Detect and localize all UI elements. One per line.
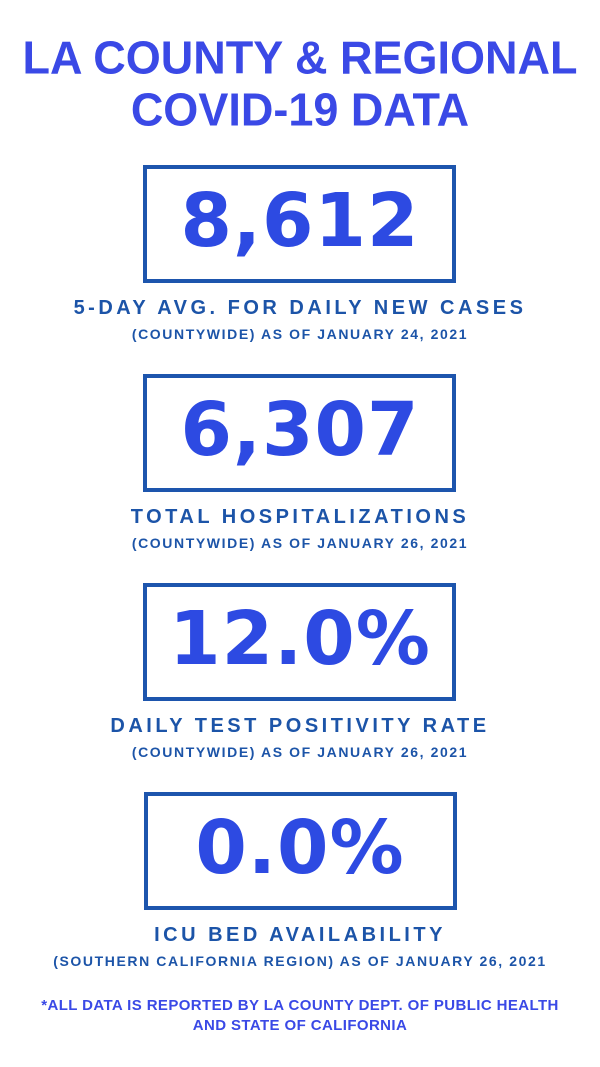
stat-card-icu-bed-availability: 0.0% ICU BED AVAILABILITY (SOUTHERN CALI… (53, 792, 547, 970)
stat-sublabel: (COUNTYWIDE) AS OF JANUARY 26, 2021 (131, 744, 469, 760)
stat-sublabel: (SOUTHERN CALIFORNIA REGION) AS OF JANUA… (53, 953, 547, 969)
page-title-line-1: LA COUNTY & REGIONAL (22, 30, 578, 84)
stat-sublabel: (COUNTYWIDE) AS OF JANUARY 26, 2021 (131, 535, 469, 551)
disclaimer-line-1: *ALL DATA IS REPORTED BY LA COUNTY DEPT.… (41, 997, 559, 1014)
data-source-disclaimer: *ALL DATA IS REPORTED BY LA COUNTY DEPT.… (41, 996, 559, 1036)
stat-card-test-positivity-rate: 12.0% DAILY TEST POSITIVITY RATE (COUNTY… (110, 583, 489, 761)
page-title: LA COUNTY & REGIONAL COVID-19 DATA (22, 30, 578, 136)
disclaimer-line-2: AND STATE OF CALIFORNIA (192, 1017, 408, 1034)
stat-card-daily-new-cases: 8,612 5-DAY AVG. FOR DAILY NEW CASES (CO… (74, 165, 527, 343)
stat-value-box: 0.0% (143, 792, 457, 910)
stat-value: 12.0% (169, 596, 431, 682)
stat-value-box: 8,612 (143, 165, 457, 283)
stat-label: ICU BED AVAILABILITY (154, 924, 446, 946)
stat-card-total-hospitalizations: 6,307 TOTAL HOSPITALIZATIONS (COUNTYWIDE… (131, 374, 469, 552)
stat-label: TOTAL HOSPITALIZATIONS (130, 506, 470, 528)
stat-sublabel: (COUNTYWIDE) AS OF JANUARY 24, 2021 (131, 326, 469, 342)
stat-value: 8,612 (180, 178, 420, 264)
stat-label: 5-DAY AVG. FOR DAILY NEW CASES (73, 297, 527, 319)
page-title-line-2: COVID-19 DATA (130, 82, 470, 136)
stat-value: 0.0% (195, 805, 405, 891)
stat-label: DAILY TEST POSITIVITY RATE (110, 715, 490, 737)
stat-value-box: 12.0% (143, 583, 457, 701)
stat-value: 6,307 (180, 387, 420, 473)
stat-value-box: 6,307 (143, 374, 457, 492)
